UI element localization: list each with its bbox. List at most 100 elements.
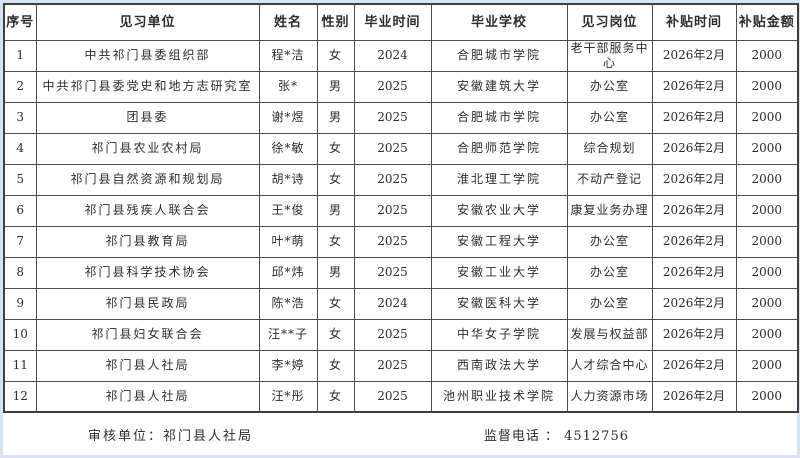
cell-unit: 祁门县农业农村局 [35, 132, 260, 165]
cell-unit: 祁门县科学技术协会 [35, 256, 260, 289]
cell-subsidy-month: 2026年2月 [651, 163, 737, 196]
col-header-subsidy-month: 补贴时间 [651, 3, 737, 41]
cell-school: 合肥师范学院 [430, 132, 568, 165]
cell-subsidy-amount: 2000 [735, 287, 799, 320]
cell-school: 淮北理工学院 [430, 163, 568, 196]
cell-school: 合肥城市学院 [430, 39, 568, 72]
cell-subsidy-month: 2026年2月 [651, 225, 737, 258]
cell-grad-year: 2025 [353, 101, 432, 134]
col-header-subsidy-amount: 补贴金额 [735, 3, 799, 41]
cell-gender: 男 [316, 101, 355, 134]
cell-subsidy-amount: 2000 [735, 380, 799, 413]
col-header-index: 序号 [3, 3, 37, 41]
cell-grad-year: 2025 [353, 70, 432, 103]
cell-name: 徐*敏 [258, 132, 318, 165]
cell-grad-year: 2025 [353, 194, 432, 227]
table-row: 7 祁门县教育局 叶*萌女 2025 安徽工程大学 办公室 2026年2月 2000 [3, 225, 799, 258]
cell-name: 王*俊 [258, 194, 318, 227]
cell-grad-year: 2025 [353, 163, 432, 196]
cell-subsidy-month: 2026年2月 [651, 101, 737, 134]
cell-index: 7 [3, 225, 37, 258]
cell-gender: 女 [316, 380, 355, 413]
cell-position: 发展与权益部 [566, 318, 653, 351]
cell-index: 8 [3, 256, 37, 289]
col-header-grad-year: 毕业时间 [353, 3, 432, 41]
table-row: 3 团县委 谢*煜男 2025 合肥城市学院 办公室 2026年2月 2000 [3, 101, 799, 134]
cell-gender: 女 [316, 287, 355, 320]
cell-index: 4 [3, 132, 37, 165]
cell-unit: 祁门县人社局 [35, 349, 260, 382]
cell-gender: 女 [316, 39, 355, 72]
header-row: 序号 见习单位 姓名 性别 毕业时间 毕业学校 见习岗位 补贴时间 补贴金额 [3, 3, 799, 41]
cell-subsidy-amount: 2000 [735, 132, 799, 165]
cell-grad-year: 2025 [353, 256, 432, 289]
cell-index: 1 [3, 39, 37, 72]
col-header-gender: 性别 [316, 3, 355, 41]
audit-unit-label: 审核单位：祁门县人社局 [88, 428, 254, 444]
cell-subsidy-amount: 2000 [735, 39, 799, 72]
col-header-unit: 见习单位 [35, 3, 260, 41]
cell-subsidy-amount: 2000 [735, 318, 799, 351]
cell-grad-year: 2025 [353, 380, 432, 413]
table-row: 8 祁门县科学技术协会 邱*炜男 2025 安徽工业大学 办公室 2026年2月 2000 [3, 256, 799, 289]
cell-name: 叶*萌 [258, 225, 318, 258]
cell-index: 12 [3, 380, 37, 413]
cell-grad-year: 2025 [353, 225, 432, 258]
cell-position: 人才综合中心 [566, 349, 653, 382]
table-footer: 审核单位：祁门县人社局 监督电话 ： 4512756 [3, 413, 797, 455]
table-row: 5 祁门县自然资源和规划局 胡*诗女 2025 淮北理工学院 不动产登记 2026年2月 20… [3, 163, 799, 196]
table-row: 4 祁门县农业农村局 徐*敏女 2025 合肥师范学院 综合规划 2026年2月 2000 [3, 132, 799, 165]
cell-gender: 女 [316, 132, 355, 165]
cell-school: 合肥城市学院 [430, 101, 568, 134]
cell-school: 中华女子学院 [430, 318, 568, 351]
cell-school: 安徽工业大学 [430, 256, 568, 289]
cell-unit: 祁门县自然资源和规划局 [35, 163, 260, 196]
cell-name: 程*洁 [258, 39, 318, 72]
cell-position: 不动产登记 [566, 163, 653, 196]
internship-subsidy-table: 序号 见习单位 姓名 性别 毕业时间 毕业学校 见习岗位 补贴时间 补贴金额 1… [3, 3, 799, 413]
cell-position: 办公室 [566, 225, 653, 258]
cell-subsidy-month: 2026年2月 [651, 194, 737, 227]
cell-gender: 女 [316, 318, 355, 351]
table-panel: 序号 见习单位 姓名 性别 毕业时间 毕业学校 见习岗位 补贴时间 补贴金额 1… [3, 3, 799, 455]
cell-unit: 中共祁门县委党史和地方志研究室 [35, 70, 260, 103]
cell-position: 综合规划 [566, 132, 653, 165]
col-header-name: 姓名 [258, 3, 318, 41]
cell-index: 2 [3, 70, 37, 103]
cell-subsidy-amount: 2000 [735, 101, 799, 134]
cell-subsidy-month: 2026年2月 [651, 349, 737, 382]
table-row: 2 中共祁门县委党史和地方志研究室 张* 男 2025 安徽建筑大学 办公室 2026年2月 2… [3, 70, 799, 103]
col-header-school: 毕业学校 [430, 3, 568, 41]
cell-subsidy-amount: 2000 [735, 163, 799, 196]
cell-position: 办公室 [566, 256, 653, 289]
cell-school: 安徽建筑大学 [430, 70, 568, 103]
table-row: 9 祁门县民政局 陈*浩女 2024 安徽医科大学 办公室 2026年2月 2000 [3, 287, 799, 320]
cell-school: 安徽工程大学 [430, 225, 568, 258]
cell-subsidy-month: 2026年2月 [651, 287, 737, 320]
cell-gender: 女 [316, 349, 355, 382]
cell-grad-year: 2025 [353, 132, 432, 165]
cell-subsidy-month: 2026年2月 [651, 318, 737, 351]
cell-subsidy-amount: 2000 [735, 349, 799, 382]
cell-index: 5 [3, 163, 37, 196]
cell-unit: 中共祁门县委组织部 [35, 39, 260, 72]
table-row: 6 祁门县残疾人联合会 王*俊男 2025 安徽农业大学 康复业务办理 2026年2月 200… [3, 194, 799, 227]
cell-subsidy-month: 2026年2月 [651, 256, 737, 289]
table-row: 12 祁门县人社局 汪*彤女 2025 池州职业技术学院 人力资源市场 2026年2月 200… [3, 380, 799, 413]
cell-subsidy-amount: 2000 [735, 70, 799, 103]
cell-gender: 男 [316, 256, 355, 289]
cell-index: 9 [3, 287, 37, 320]
cell-name: 汪*彤 [258, 380, 318, 413]
cell-gender: 男 [316, 70, 355, 103]
cell-index: 6 [3, 194, 37, 227]
cell-subsidy-month: 2026年2月 [651, 39, 737, 72]
cell-subsidy-month: 2026年2月 [651, 70, 737, 103]
cell-school: 西南政法大学 [430, 349, 568, 382]
cell-name: 张* [258, 70, 318, 103]
cell-index: 11 [3, 349, 37, 382]
col-header-position: 见习岗位 [566, 3, 653, 41]
cell-unit: 祁门县教育局 [35, 225, 260, 258]
cell-subsidy-amount: 2000 [735, 225, 799, 258]
cell-position: 人力资源市场 [566, 380, 653, 413]
